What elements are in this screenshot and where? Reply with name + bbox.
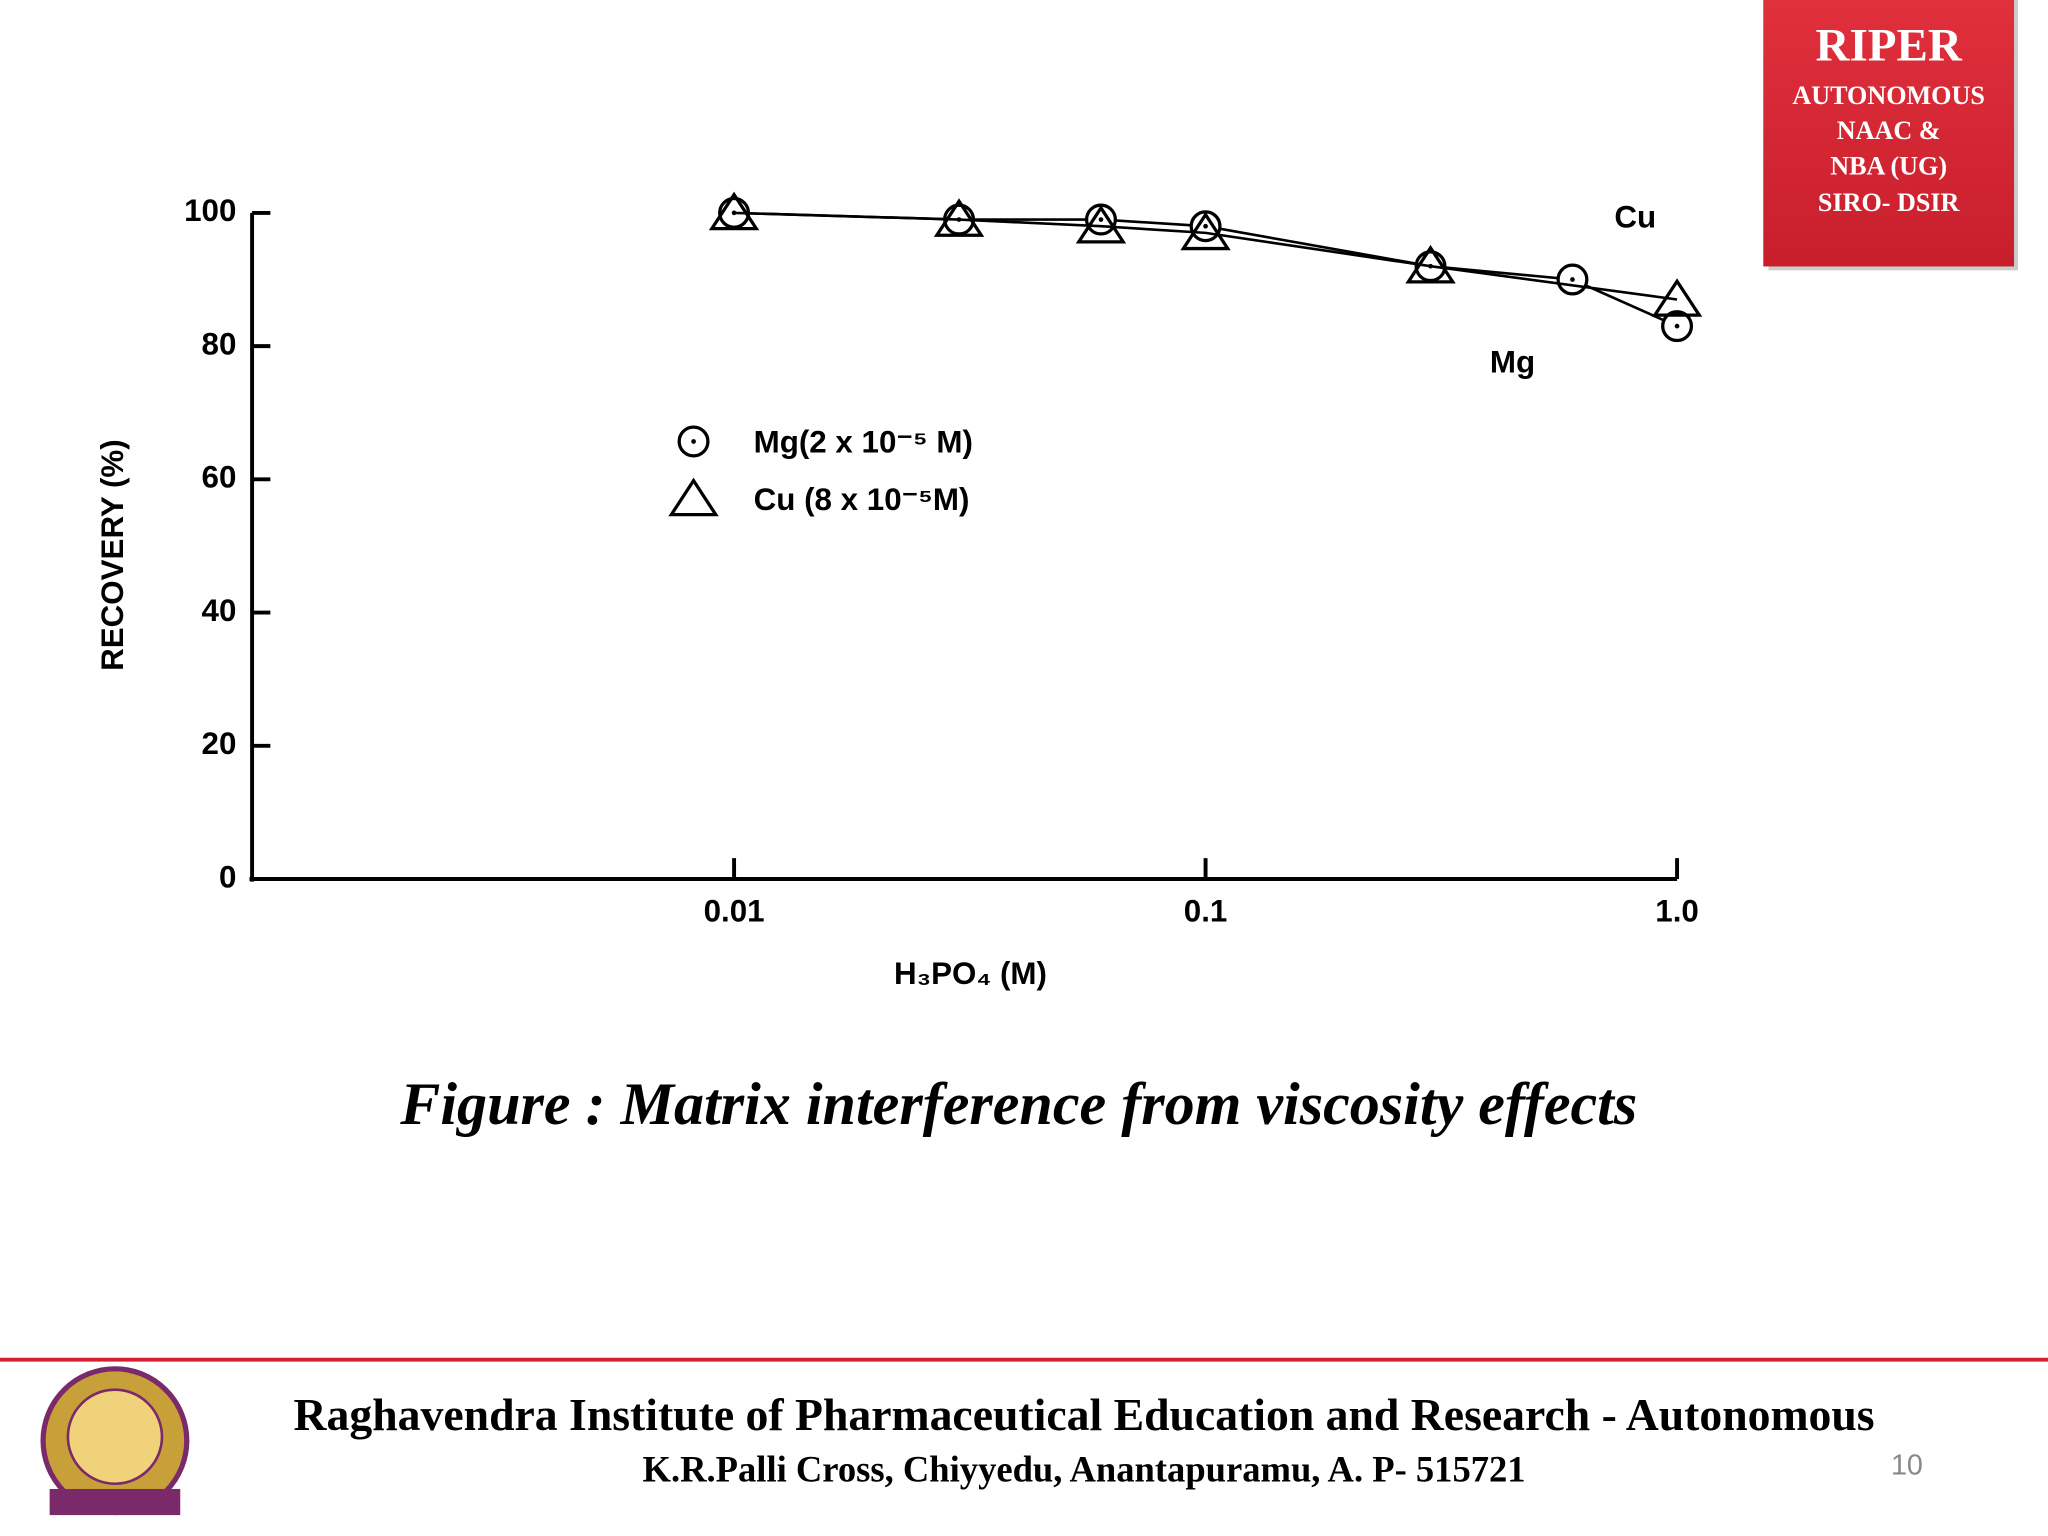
data-point-dot — [1570, 277, 1575, 282]
annotation: Cu — [1614, 200, 1656, 235]
legend-marker-dot — [691, 439, 696, 444]
data-point-dot — [1203, 223, 1208, 229]
series-line — [734, 211, 1678, 301]
x-tick-label: 0.1 — [1184, 893, 1228, 928]
data-point-dot — [1674, 323, 1680, 329]
x-axis-label: H₃PO₄ (M) — [894, 956, 1047, 991]
data-point — [1405, 244, 1456, 284]
data-point — [1651, 278, 1703, 317]
data-point — [933, 198, 985, 237]
footer-address: K.R.Palli Cross, Chiyyedu, Anantapuramu,… — [643, 1449, 1526, 1490]
y-tick-label: 0 — [219, 859, 236, 894]
caption: Figure : Matrix interference from viscos… — [399, 1070, 1637, 1137]
badge — [1763, 0, 2015, 267]
legend-label: Cu (8 x 10⁻⁵M) — [754, 482, 970, 517]
badge-line: NBA (UG) — [1830, 151, 1947, 180]
badge-line: SIRO- DSIR — [1818, 188, 1961, 217]
y-tick-label: 100 — [184, 193, 236, 228]
y-axis-label: RECOVERY (%) — [95, 439, 130, 671]
y-tick-label: 80 — [202, 326, 237, 361]
page-number: 10 — [1891, 1449, 1923, 1481]
y-tick-label: 40 — [202, 593, 237, 628]
badge-line: AUTONOMOUS — [1792, 81, 1984, 110]
badge-line: NAAC & — [1837, 116, 1941, 145]
y-tick-label: 20 — [202, 726, 237, 761]
x-tick-label: 1.0 — [1655, 893, 1699, 928]
badge-title: RIPER — [1816, 19, 1963, 71]
data-point — [1075, 204, 1127, 244]
logo — [40, 1366, 190, 1516]
data-point-dot — [1098, 217, 1104, 222]
legend-label: Mg(2 x 10⁻⁵ M) — [754, 424, 973, 459]
legend-marker — [668, 477, 719, 517]
footer-institute: Raghavendra Institute of Pharmaceutical … — [294, 1389, 1875, 1440]
data-point — [708, 191, 760, 231]
y-tick-label: 60 — [202, 460, 237, 495]
x-tick-label: 0.01 — [704, 893, 765, 928]
data-point — [1180, 211, 1231, 251]
annotation: Mg — [1490, 345, 1535, 380]
